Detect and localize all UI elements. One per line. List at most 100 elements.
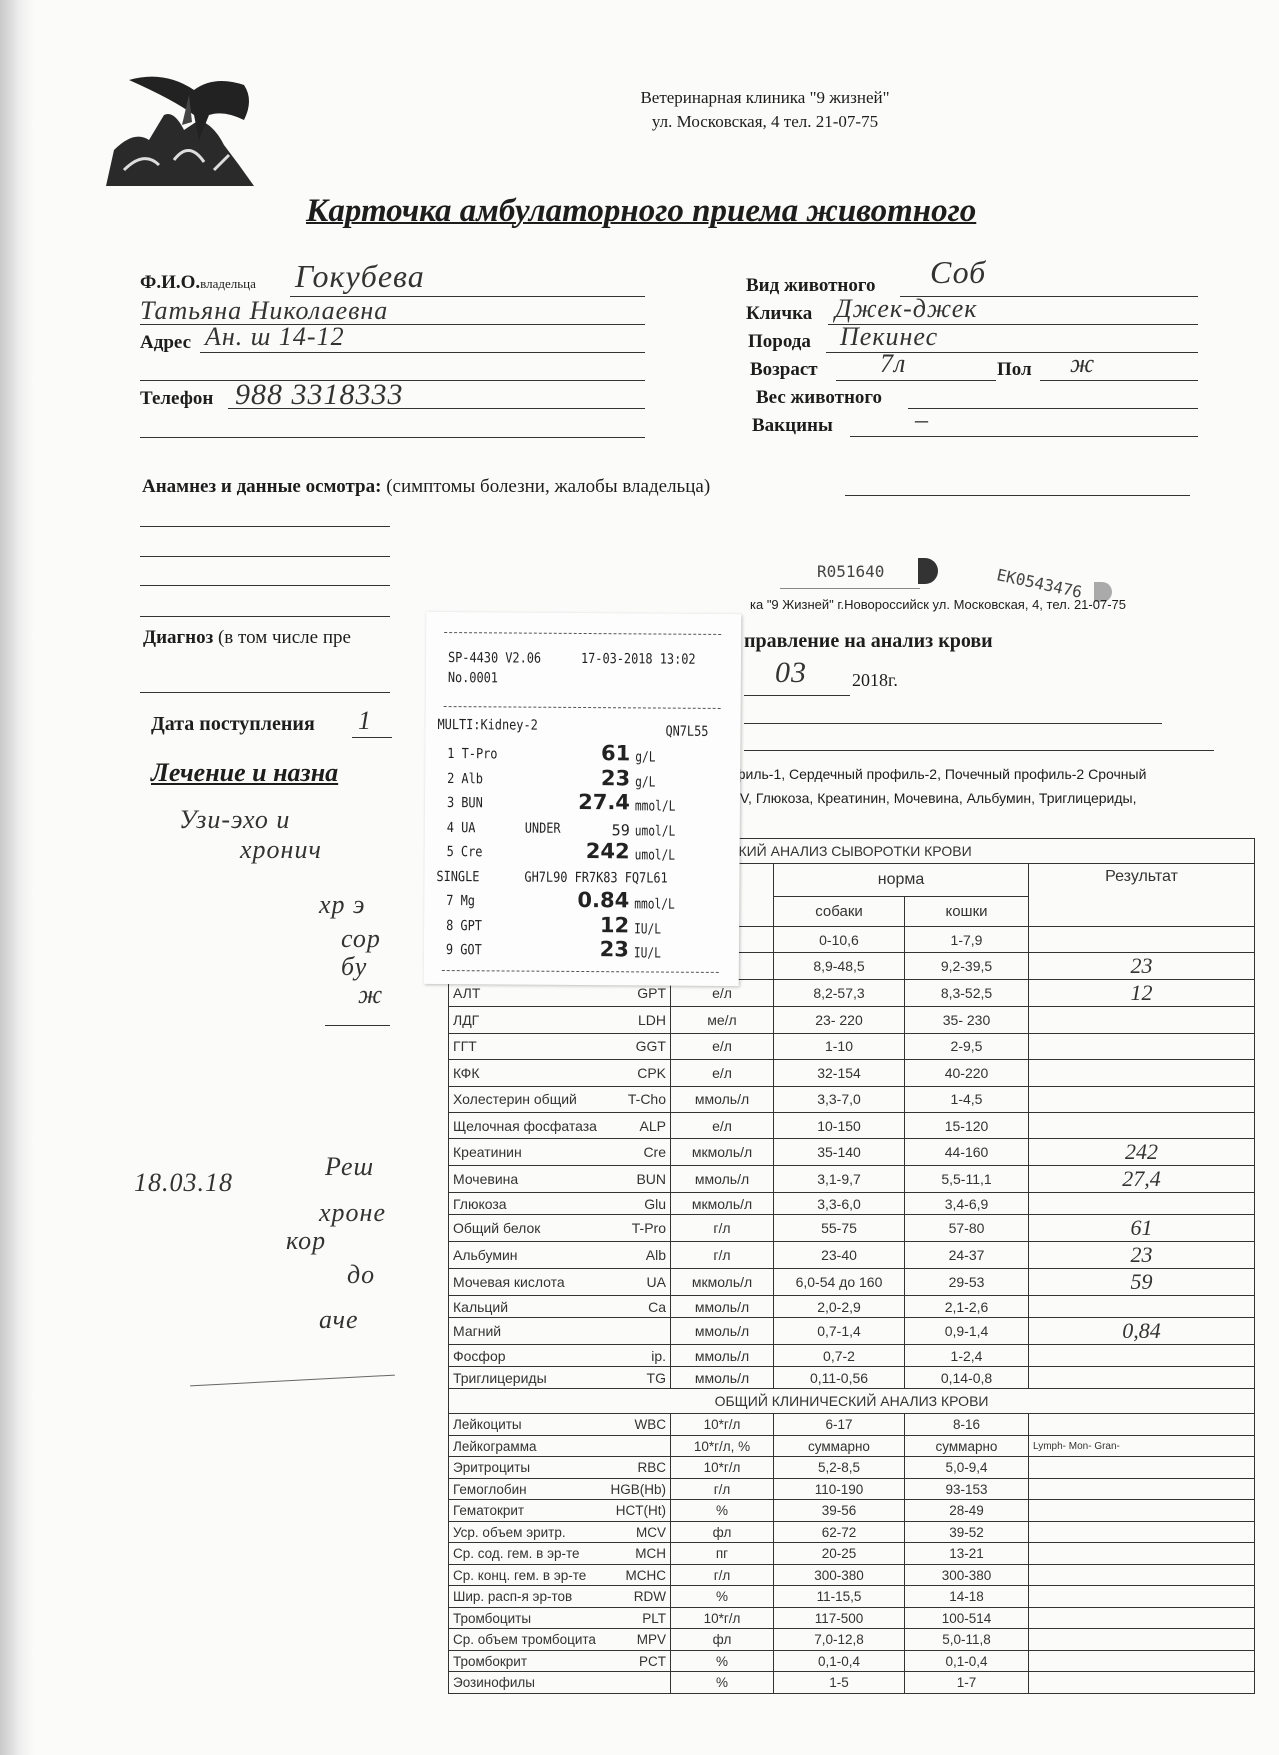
test-code: Ca	[648, 1298, 666, 1315]
norm-dogs-cell: 23-40	[773, 1241, 905, 1270]
species-label: Вид животного	[746, 275, 876, 296]
table-row: Гематокрит HCT(Ht)% 39-56 28-49	[448, 1499, 1256, 1522]
test-code: BUN	[636, 1171, 666, 1188]
result-cell	[1027, 1456, 1256, 1479]
norm-dogs-cell: 20-25	[773, 1542, 905, 1565]
test-name: Фосфор	[453, 1347, 506, 1364]
norm-dogs-cell: 0,7-2	[773, 1344, 905, 1368]
test-name-cell: Гемоглобин HGB(Hb)	[448, 1477, 671, 1501]
unit-cell: мкмоль/л	[670, 1138, 774, 1167]
test-name-cell: Щелочная фосфатаза ALP	[448, 1111, 671, 1140]
address-label: Адрес	[140, 332, 191, 353]
unit-cell: 10*г/л, %	[670, 1434, 774, 1458]
signature-line	[190, 1374, 395, 1387]
norm-dogs-cell: 35-140	[773, 1138, 905, 1167]
diagnosis-line	[140, 692, 390, 693]
norm-dogs-cell: 2,0-2,9	[773, 1295, 905, 1319]
table-row: КФК CPK е/л 32-154 40-220	[448, 1059, 1256, 1087]
norm-cats-cell: 8-16	[904, 1413, 1029, 1436]
result-cell	[1027, 1085, 1256, 1113]
norm-cats-cell: 24-37	[904, 1241, 1029, 1270]
address-value: Ан. ш 14-12	[205, 322, 345, 351]
norm-cats-cell: 1-2,4	[904, 1344, 1029, 1368]
treatment-note: хроне	[319, 1198, 386, 1227]
result-cell: 0,84	[1027, 1317, 1256, 1346]
receipt-row-value: 61	[601, 741, 631, 766]
breed-line	[826, 352, 1198, 353]
test-name-cell: Эритроциты RBC	[448, 1456, 671, 1479]
test-name-cell: Фосфор ip.	[448, 1344, 671, 1368]
result-header: Результат	[1027, 863, 1256, 927]
test-code: MPV	[636, 1632, 666, 1648]
table-row: Магний ммоль/л 0,7-1,4 0,9-1,4 0,84	[448, 1317, 1256, 1346]
receipt-row-value: 23	[600, 765, 631, 790]
phone-label: Телефон	[140, 388, 214, 409]
norm-dogs-cell: 0,7-1,4	[773, 1317, 905, 1346]
stamp-code-1: R051640	[817, 562, 885, 581]
test-name: Уср. объем эритр.	[453, 1524, 566, 1540]
result-cell: 61	[1027, 1214, 1256, 1243]
sex-value: ж	[1070, 349, 1096, 378]
table-row: Тромбоциты PLT 10*г/л 117-500 100-514	[448, 1606, 1256, 1630]
test-name: Триглицериды	[453, 1369, 547, 1386]
dogs-header: собаки	[773, 896, 905, 927]
test-code: ALP	[639, 1117, 666, 1134]
owner-name-line-2	[140, 324, 645, 325]
referral-title: правление на анализ крови	[744, 630, 993, 652]
test-code: TG	[646, 1369, 666, 1386]
test-name: Кальций	[453, 1298, 509, 1315]
test-name: ЛДГ	[453, 1012, 480, 1029]
test-code: PLT	[642, 1610, 666, 1626]
norm-cats-cell: 40-220	[904, 1059, 1029, 1087]
result-cell	[1027, 1585, 1256, 1608]
test-name-cell: Гематокрит HCT(Ht)	[448, 1499, 671, 1522]
norm-dogs-cell: 3,3-6,0	[773, 1192, 905, 1216]
treatment-heading: Лечение и назна	[151, 758, 339, 787]
test-name: Общий белок	[453, 1220, 541, 1237]
clinic-name: Ветеринарная клиника "9 жизней"	[640, 88, 890, 107]
receipt-divider	[444, 632, 722, 635]
test-code: HGB(Hb)	[610, 1481, 666, 1497]
referral-profiles-2: V, Глюкоза, Креатинин, Мочевина, Альбуми…	[740, 790, 1137, 806]
test-name-cell: Шир. расп-я эр-тов RDW	[448, 1585, 671, 1608]
norm-cats-cell: 300-380	[904, 1563, 1029, 1587]
table-row: Гемоглобин HGB(Hb) г/л 110-190 93-153	[448, 1477, 1256, 1501]
receipt-row-unit: umol/L	[634, 847, 676, 864]
norm-dogs-cell: 5,2-8,5	[773, 1456, 905, 1479]
weight-label: Вес животного	[756, 387, 883, 408]
norm-dogs-cell: 55-75	[773, 1214, 905, 1243]
test-code: RBC	[637, 1460, 666, 1476]
norm-cats-cell: 8,3-52,5	[904, 979, 1029, 1008]
result-cell: 242	[1027, 1138, 1256, 1167]
referral-date-month: 03	[775, 656, 807, 689]
breed-value: Пекинес	[840, 322, 939, 351]
section-title-blood: ОБЩИЙ КЛИНИЧЕСКИЙ АНАЛИЗ КРОВИ	[447, 1388, 1256, 1415]
receipt-row-unit: mmol/L	[634, 896, 675, 913]
table-section-header: ОБЩИЙ КЛИНИЧЕСКИЙ АНАЛИЗ КРОВИ	[447, 1388, 1256, 1415]
unit-cell: г/л	[670, 1241, 774, 1270]
test-name: Глюкоза	[453, 1195, 507, 1212]
vaccines-line	[850, 436, 1198, 437]
result-cell	[1027, 1344, 1256, 1368]
receipt-row-label: 3 BUN	[446, 795, 483, 812]
test-code: MCH	[635, 1546, 666, 1562]
test-name: АЛТ	[453, 985, 481, 1002]
norm-dogs-cell: 8,2-57,3	[773, 979, 905, 1008]
table-row: ЛДГ LDH ме/л 23- 220 35- 230	[448, 1006, 1256, 1034]
receipt-row-label: 5 Cre	[446, 844, 483, 861]
unit-cell: ме/л	[670, 1006, 774, 1034]
test-name: КФК	[453, 1064, 480, 1081]
test-code: T-Pro	[631, 1220, 666, 1237]
receipt-mode: MULTI:Kidney-2	[437, 716, 538, 734]
table-row: Ср. сод. гем. в эр-те MCH пг 20-25 13-21	[448, 1542, 1256, 1565]
receipt-row-unit: IU/L	[633, 945, 661, 962]
table-row: Мочевина BUN ммоль/л 3,1-9,7 5,5-11,1 27,4	[448, 1165, 1256, 1194]
result-cell	[1027, 1059, 1256, 1087]
result-cell	[1027, 1192, 1256, 1216]
test-name: Мочевая кислота	[453, 1274, 565, 1291]
admission-line	[352, 737, 392, 738]
treatment-note: бу	[341, 952, 368, 981]
phone-line-2	[140, 437, 645, 438]
norm-dogs-cell: 6,0-54 до 160	[773, 1268, 905, 1297]
unit-cell: ммоль/л	[670, 1085, 774, 1113]
